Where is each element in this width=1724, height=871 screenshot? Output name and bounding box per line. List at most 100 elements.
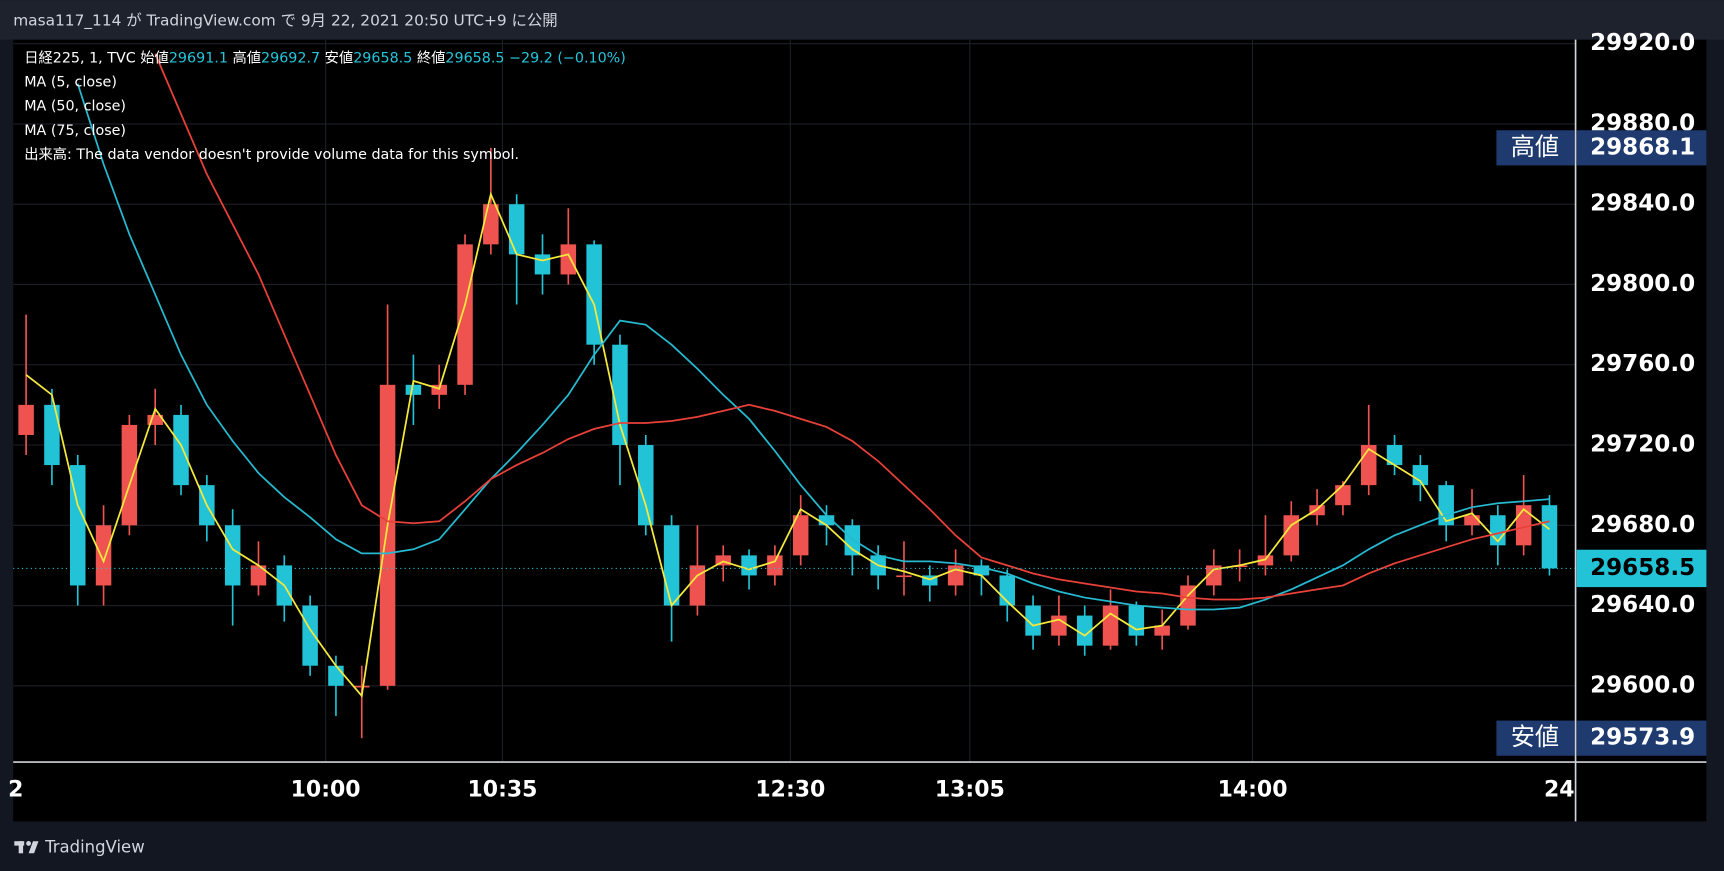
candle-body: [792, 515, 809, 556]
candle-body: [818, 515, 835, 526]
top-bar: [0, 0, 1724, 40]
legend-ohlc: 日経225, 1, TVC 始値29691.1 高値29692.7 安値2965…: [24, 49, 626, 66]
change: −29.2 (−0.10%): [509, 50, 626, 66]
ma-line: [76, 83, 1550, 611]
x-tick-label: 14:00: [1218, 778, 1288, 803]
candle-body: [508, 204, 525, 255]
legend-ma: MA (75, close): [24, 123, 126, 139]
ohlc-value: 29692.7: [261, 50, 320, 66]
candle-body: [741, 555, 757, 576]
candle-body: [560, 244, 577, 275]
x-tick-label: 2: [8, 778, 23, 803]
last-price-label: 29658.5: [1590, 555, 1695, 581]
price-label-value: 29868.1: [1590, 134, 1695, 160]
candle-body: [250, 565, 267, 586]
footer-brand: TradingView: [44, 837, 145, 856]
legend-ma: MA (50, close): [24, 99, 126, 115]
candle-body: [767, 555, 783, 576]
plot: [13, 53, 1576, 739]
candle-body: [1386, 445, 1403, 466]
y-tick-label: 29840.0: [1590, 191, 1695, 217]
axes: 29600.0 29640.0 29680.0 29720.0 29760.0 29800…: [8, 30, 1707, 803]
price-label-tag-box: [1496, 130, 1575, 166]
candle-body: [973, 565, 990, 576]
ohlc-label: 始値: [140, 49, 169, 66]
candle-body: [1025, 605, 1041, 636]
candle-body: [44, 404, 60, 466]
ohlc-label: 安値: [325, 49, 354, 66]
symbol: 日経225, 1, TVC: [24, 49, 136, 66]
x-tick-label: 24: [1544, 778, 1575, 803]
x-tick-label: 12:30: [755, 778, 825, 803]
candle-body: [328, 665, 344, 686]
price-label-box: [1576, 720, 1707, 756]
candle-body: [18, 404, 34, 435]
ma-line: [25, 191, 1551, 698]
candle-body: [1102, 605, 1119, 646]
candle-body: [534, 254, 551, 275]
last-price-box: [1576, 549, 1707, 588]
y-tick-label: 29680.0: [1590, 512, 1695, 538]
chart-pane: [13, 39, 1707, 822]
y-tick-label: 29760.0: [1590, 351, 1695, 377]
footer-logo: [14, 840, 39, 854]
candle-body: [173, 414, 189, 486]
candle-body: [95, 525, 112, 586]
y-tick-label: 29800.0: [1590, 271, 1695, 297]
candle-body: [715, 555, 731, 566]
y-tick-label: 29600.0: [1590, 672, 1695, 698]
legend-ma: MA (5, close): [24, 75, 117, 91]
ohlc-value: 29658.5: [445, 50, 504, 66]
candle-body: [922, 575, 938, 586]
candle-body: [1541, 505, 1558, 569]
candle-body: [1464, 515, 1480, 526]
candle-body: [224, 525, 241, 586]
candle-body: [121, 424, 138, 526]
x-tick-label: 13:05: [935, 778, 1005, 803]
candle-body: [69, 465, 86, 586]
candle-body: [379, 384, 396, 686]
x-tick-label: 10:00: [291, 778, 361, 803]
x-tick-label: 10:35: [468, 778, 538, 803]
candle-body: [689, 565, 706, 606]
candle-body: [1412, 465, 1429, 486]
candle-body: [302, 605, 318, 666]
ohlc-value: 29658.5: [353, 50, 412, 66]
candle-body: [405, 384, 422, 395]
candle-body: [354, 685, 370, 688]
y-tick-label: 29640.0: [1590, 592, 1695, 618]
candle-body: [457, 244, 473, 385]
price-label-tag: 安値: [1511, 723, 1559, 751]
candle-body: [431, 384, 447, 395]
candle-body: [1180, 585, 1196, 626]
candle-body: [612, 344, 628, 446]
candle-body: [638, 445, 654, 526]
candle-body: [663, 525, 680, 606]
candle-body: [1051, 615, 1067, 636]
ohlc-label: 終値: [417, 49, 446, 66]
candle-body: [1206, 565, 1222, 586]
grid: [13, 39, 1576, 763]
candle-body: [1257, 555, 1274, 566]
candle-body: [147, 414, 163, 425]
candle-body: [1154, 625, 1170, 636]
candle-body: [1128, 605, 1145, 636]
y-tick-label: 29720.0: [1590, 432, 1695, 458]
candle-body: [896, 575, 912, 578]
price-label-value: 29573.9: [1590, 725, 1695, 751]
candle-body: [1283, 515, 1300, 556]
price-label-box: [1576, 130, 1707, 166]
ohlc-value: 29691.1: [169, 50, 228, 66]
candle-body: [483, 204, 499, 245]
ohlc-label: 高値: [232, 49, 261, 66]
candle-body: [1360, 445, 1377, 486]
candle-body: [1335, 485, 1351, 506]
price-label-tag-box: [1496, 720, 1575, 756]
y-tick-label: 29920.0: [1590, 30, 1695, 56]
ma-line: [154, 53, 1550, 601]
candle-body: [1076, 615, 1093, 646]
volume-note: 出来高: The data vendor doesn't provide vol…: [24, 146, 519, 163]
price-label-tag: 高値: [1511, 133, 1559, 161]
